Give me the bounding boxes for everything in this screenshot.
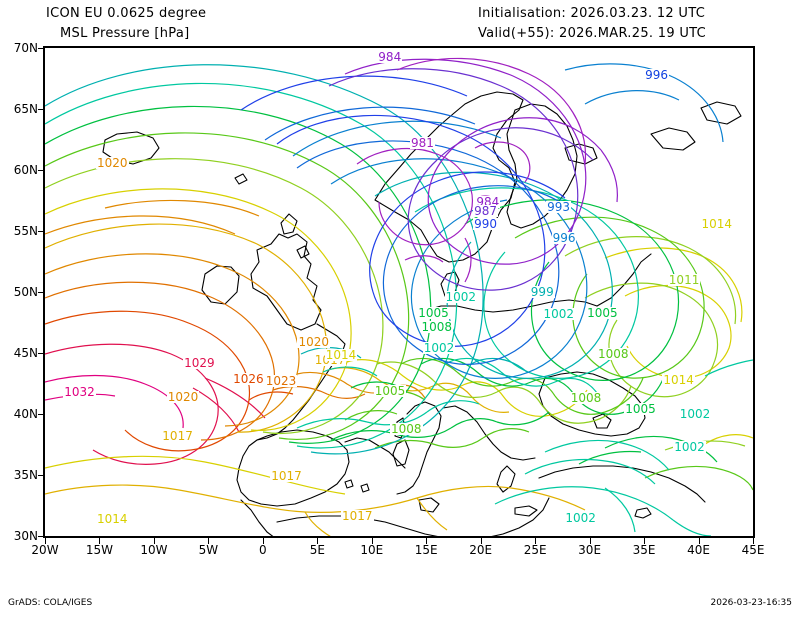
ytick-label: 65N [13,102,38,116]
xtick-label: 20W [31,543,59,557]
initialisation-text: Initialisation: 2026.03.23. 12 UTC [478,6,706,21]
xtick-mark [317,538,319,544]
render-timestamp: 2026-03-23-16:35 [710,598,793,608]
grads-credit: GrADS: COLA/IGES [8,598,93,608]
field-title: MSL Pressure [hPa] [60,26,190,41]
xtick-label: 10E [360,543,384,557]
xtick-mark [262,538,264,544]
xtick-label: 30E [578,543,602,557]
xtick-label: 5E [309,543,325,557]
model-title: ICON EU 0.0625 degree [46,6,207,21]
ytick-label: 60N [13,163,38,177]
xtick-mark [371,538,373,544]
xtick-label: 20E [469,543,493,557]
xtick-mark [45,538,46,544]
xtick-mark [426,538,428,544]
valid-time-text: Valid(+55): 2026.MAR.25. 19 UTC [478,26,706,41]
xtick-label: 10W [140,543,168,557]
isobar-layer [45,57,753,536]
xtick-label: 40E [687,543,710,557]
xtick-label: 0 [259,543,267,557]
xtick-mark [99,538,101,544]
xtick-label: 5W [198,543,219,557]
xtick-label: 45E [741,543,765,557]
xtick-label: 15W [85,543,114,557]
xtick-label: 25E [523,543,547,557]
ytick-label: 55N [13,224,38,238]
xtick-mark [753,538,754,544]
ytick-label: 40N [13,407,38,421]
ytick-label: 35N [13,468,38,482]
ytick-label: 50N [13,285,38,299]
xtick-mark [480,538,482,544]
xtick-mark [208,538,210,544]
xtick-mark [589,538,591,544]
contour-map [45,57,753,536]
xtick-mark [535,538,537,544]
xtick-label: 35E [632,543,656,557]
ytick-label: 45N [13,346,38,360]
xtick-mark [698,538,700,544]
xtick-mark [644,538,646,544]
map-plot-frame [43,46,755,538]
xtick-mark [153,538,155,544]
ytick-label: 30N [13,529,38,543]
xtick-label: 15E [414,543,438,557]
ytick-label: 70N [13,41,38,55]
